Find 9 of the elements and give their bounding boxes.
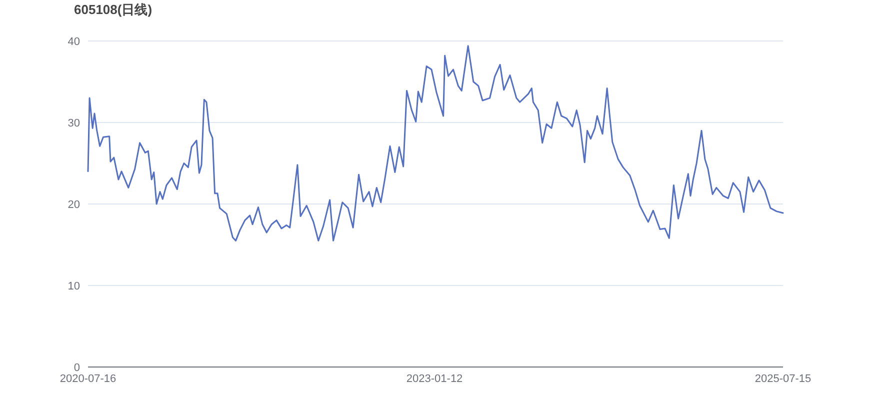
y-tick-label: 0 bbox=[74, 362, 80, 374]
y-tick-label: 40 bbox=[68, 36, 80, 48]
y-tick-label: 20 bbox=[68, 199, 80, 211]
chart-title: 605108(日线) bbox=[74, 2, 152, 17]
x-tick-label: 2023-01-12 bbox=[406, 373, 463, 385]
y-tick-label: 10 bbox=[68, 280, 80, 292]
y-tick-label: 30 bbox=[68, 118, 80, 130]
x-tick-label: 2020-07-16 bbox=[60, 373, 116, 385]
x-tick-label: 2025-07-15 bbox=[754, 373, 812, 385]
